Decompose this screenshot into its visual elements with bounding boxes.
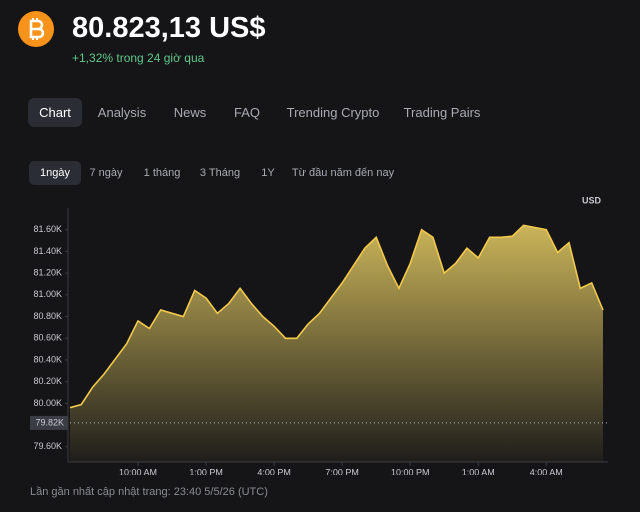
nav-tab[interactable]: Trading Pairs bbox=[403, 105, 481, 120]
price-change: +1,32% trong 24 giờ qua bbox=[72, 51, 205, 65]
x-tick-label: 1:00 PM bbox=[189, 467, 223, 475]
nav-tab[interactable]: FAQ bbox=[233, 105, 261, 120]
x-tick-label: 4:00 PM bbox=[257, 467, 291, 475]
baseline-label: 79.82K bbox=[35, 417, 64, 427]
range-tab[interactable]: 1 tháng bbox=[143, 167, 181, 179]
price-line bbox=[69, 224, 604, 409]
x-tick-label: 1:00 AM bbox=[462, 467, 495, 475]
range-tab[interactable]: Từ đầu năm đến nay bbox=[291, 167, 395, 179]
baseline-box bbox=[30, 415, 68, 430]
bitcoin-icon bbox=[18, 11, 54, 47]
chart: USD 79.60K 80.00K 80.20K 80.40K 80.60K 80.80K 8… bbox=[30, 195, 608, 475]
y-tick-label: 80.60K bbox=[33, 333, 62, 343]
unit-label: USD bbox=[582, 195, 602, 205]
y-tick-label: 81.40K bbox=[33, 246, 62, 256]
range-tab[interactable]: 1ngày bbox=[29, 161, 81, 185]
y-tick-label: 80.80K bbox=[33, 311, 62, 321]
range-tab[interactable]: 7 ngày bbox=[89, 167, 123, 179]
y-tick-label: 80.00K bbox=[33, 398, 62, 408]
x-tick-label: 4:00 AM bbox=[530, 467, 563, 475]
y-tick-label: 81.60K bbox=[33, 224, 62, 234]
x-tick-label: 10:00 PM bbox=[391, 467, 430, 475]
y-tick-label: 80.40K bbox=[33, 354, 62, 364]
footer-note: Lần gần nhất cập nhật trang: 23:40 5/5/2… bbox=[30, 486, 268, 498]
x-tick-label: 7:00 PM bbox=[325, 467, 359, 475]
y-tick-label: 79.60K bbox=[33, 441, 62, 451]
range-tab[interactable]: 1Y bbox=[261, 167, 275, 179]
y-tick-label: 81.20K bbox=[33, 268, 62, 278]
nav-tab[interactable]: Trending Crypto bbox=[286, 105, 380, 120]
nav-tab[interactable]: Analysis bbox=[97, 105, 147, 120]
nav-tab[interactable]: News bbox=[173, 105, 207, 120]
y-tick-label: 80.20K bbox=[33, 376, 62, 386]
nav-tab[interactable]: Chart bbox=[28, 98, 82, 127]
x-tick-label: 10:00 AM bbox=[119, 467, 157, 475]
y-tick-label: 81.00K bbox=[33, 289, 62, 299]
range-tab[interactable]: 3 Tháng bbox=[199, 167, 241, 179]
price-title: 80.823,13 US$ bbox=[72, 12, 266, 44]
price-area bbox=[70, 225, 603, 462]
